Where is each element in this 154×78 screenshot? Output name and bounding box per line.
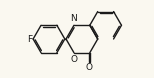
Text: O: O [70, 55, 77, 64]
Text: F: F [27, 34, 32, 44]
Text: N: N [71, 14, 77, 23]
Text: O: O [86, 63, 93, 72]
